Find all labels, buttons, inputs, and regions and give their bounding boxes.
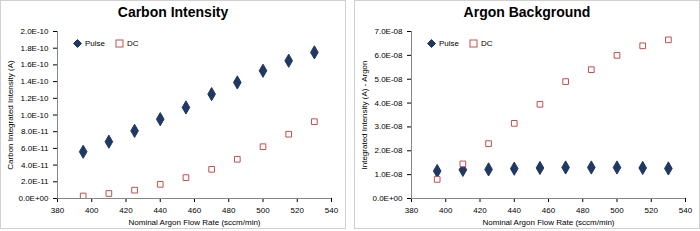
svg-text:520: 520	[645, 206, 659, 215]
svg-text:4.0E-08: 4.0E-08	[374, 99, 403, 108]
svg-text:500: 500	[256, 206, 270, 215]
svg-text:7.0E-08: 7.0E-08	[374, 27, 403, 36]
svg-text:4.0E-11: 4.0E-11	[21, 161, 49, 170]
svg-text:440: 440	[508, 206, 522, 215]
svg-text:1.0E-10: 1.0E-10	[20, 111, 49, 120]
svg-text:0.0E+00: 0.0E+00	[372, 194, 403, 203]
svg-text:400: 400	[439, 206, 453, 215]
svg-text:1.6E-10: 1.6E-10	[20, 60, 49, 69]
svg-text:1.8E-10: 1.8E-10	[20, 44, 49, 53]
svg-text:2.0E-08: 2.0E-08	[374, 146, 403, 155]
svg-text:380: 380	[405, 206, 419, 215]
svg-text:460: 460	[542, 206, 556, 215]
svg-text:2.0E-11: 2.0E-11	[21, 177, 49, 186]
svg-text:520: 520	[291, 206, 305, 215]
svg-text:8.0E-11: 8.0E-11	[21, 127, 49, 136]
svg-text:380: 380	[51, 206, 65, 215]
svg-text:540: 540	[325, 206, 339, 215]
svg-text:6.0E-08: 6.0E-08	[374, 51, 403, 60]
html-text:DC: DC	[127, 39, 139, 48]
svg-text:540: 540	[679, 206, 693, 215]
svg-text:480: 480	[222, 206, 236, 215]
svg-text:0.0E+00: 0.0E+00	[18, 194, 49, 203]
svg-text:420: 420	[119, 206, 133, 215]
svg-text:Nominal Argon Flow Rate (sccm/: Nominal Argon Flow Rate (sccm/min)	[128, 218, 260, 227]
svg-text:1.0E-08: 1.0E-08	[374, 170, 403, 179]
svg-text:Carbon Integrated Intensity (A: Carbon Integrated Intensity (A)	[6, 60, 15, 170]
svg-text:6.0E-11: 6.0E-11	[21, 144, 49, 153]
svg-text:460: 460	[188, 206, 202, 215]
svg-text:5.0E-08: 5.0E-08	[374, 75, 403, 84]
svg-text:Integrated Intensity (A) - Arg: Integrated Intensity (A) - Argon	[360, 61, 369, 170]
html-text:Pulse: Pulse	[85, 39, 105, 48]
svg-text:500: 500	[610, 206, 624, 215]
svg-text:1.4E-10: 1.4E-10	[20, 77, 49, 86]
html-text:Pulse: Pulse	[439, 39, 459, 48]
svg-text:400: 400	[85, 206, 99, 215]
svg-text:3.0E-08: 3.0E-08	[374, 122, 403, 131]
svg-text:2.0E-10: 2.0E-10	[20, 27, 49, 36]
html-text:DC: DC	[481, 39, 493, 48]
svg-text:Nominal Argon Flow Rate (sccm/: Nominal Argon Flow Rate (sccm/min)	[482, 218, 614, 227]
svg-text:1.2E-10: 1.2E-10	[20, 94, 49, 103]
svg-text:440: 440	[154, 206, 168, 215]
svg-text:420: 420	[473, 206, 487, 215]
html-text:Carbon Intensity: Carbon Intensity	[117, 4, 229, 20]
svg-text:480: 480	[576, 206, 590, 215]
html-text:Argon Background: Argon Background	[463, 4, 591, 20]
